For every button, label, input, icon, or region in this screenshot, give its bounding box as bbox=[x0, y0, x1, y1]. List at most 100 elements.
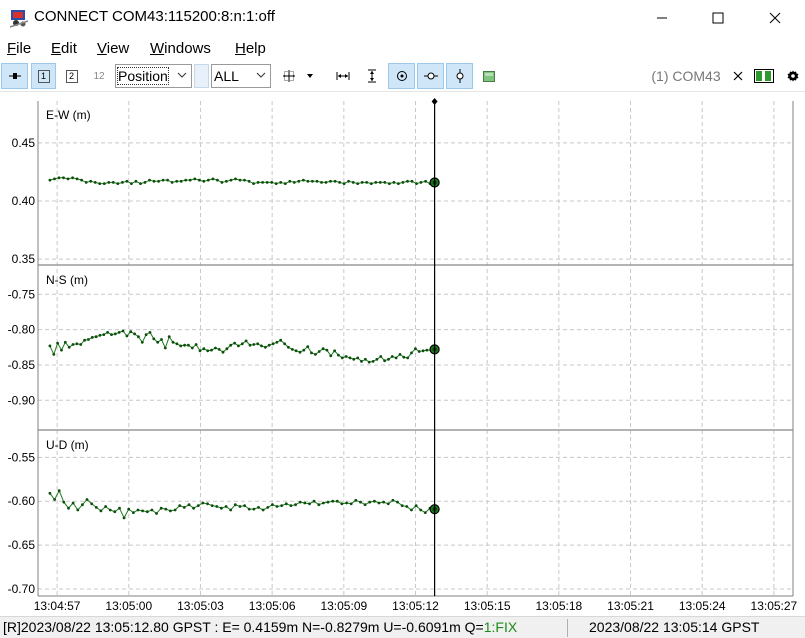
data-point bbox=[337, 353, 340, 357]
fit-horizontal-button[interactable] bbox=[332, 63, 354, 89]
minimize-button[interactable] bbox=[639, 0, 685, 36]
data-point bbox=[148, 178, 151, 182]
data-point bbox=[298, 500, 302, 504]
stream-close-button[interactable] bbox=[729, 63, 747, 89]
data-point bbox=[66, 177, 70, 181]
status-separator bbox=[567, 619, 568, 637]
data-point bbox=[133, 332, 137, 336]
y-tick-label: 0.35 bbox=[12, 252, 36, 266]
data-point bbox=[248, 343, 252, 347]
fit-horizontal-icon bbox=[336, 72, 350, 80]
x-tick-label: 13:05:18 bbox=[535, 599, 582, 613]
data-point bbox=[215, 505, 219, 508]
data-point bbox=[406, 179, 409, 183]
panel-ylabel: N-S (m) bbox=[46, 273, 88, 287]
series-line bbox=[49, 330, 435, 363]
x-tick-label: 13:05:21 bbox=[607, 599, 654, 613]
settings-button[interactable] bbox=[782, 63, 804, 89]
data-point bbox=[57, 489, 61, 493]
data-point bbox=[252, 343, 256, 346]
data-point bbox=[175, 179, 179, 183]
data-point bbox=[311, 179, 314, 183]
data-point bbox=[352, 357, 356, 361]
data-point bbox=[354, 498, 358, 502]
data-point bbox=[340, 356, 344, 360]
data-point bbox=[398, 353, 402, 356]
y-tick-label: -0.70 bbox=[8, 582, 36, 596]
data-point bbox=[80, 178, 83, 182]
show-map-button[interactable] bbox=[478, 63, 500, 89]
status-toggle-button[interactable] bbox=[752, 63, 776, 89]
menu-windows-accel: W bbox=[150, 40, 165, 57]
data-point bbox=[98, 182, 102, 185]
data-point bbox=[107, 181, 111, 184]
satellite-toggle[interactable] bbox=[194, 64, 209, 88]
data-point bbox=[261, 181, 264, 184]
data-point bbox=[137, 335, 140, 339]
horizontal-marker-icon bbox=[423, 72, 438, 80]
plot1-button[interactable]: 1 bbox=[31, 63, 56, 89]
data-point bbox=[402, 355, 406, 359]
origin-dropdown-button[interactable] bbox=[303, 63, 317, 89]
data-point bbox=[139, 182, 142, 185]
data-point bbox=[152, 337, 156, 341]
data-point bbox=[359, 500, 362, 504]
data-point bbox=[169, 509, 172, 513]
x-tick-label: 13:05:12 bbox=[392, 599, 439, 613]
data-point bbox=[240, 342, 244, 346]
data-point bbox=[116, 182, 120, 185]
plot-type-select[interactable]: Position bbox=[115, 64, 192, 88]
menu-help[interactable]: Help bbox=[235, 40, 266, 57]
menu-file[interactable]: File bbox=[7, 40, 31, 57]
data-point bbox=[67, 345, 71, 349]
data-point bbox=[257, 506, 260, 509]
data-point bbox=[368, 500, 372, 504]
show-horizontal-button[interactable] bbox=[417, 63, 444, 89]
center-origin-button[interactable] bbox=[388, 63, 415, 89]
chevron-down-icon bbox=[256, 72, 266, 78]
data-point bbox=[271, 503, 274, 507]
time-cursor-handle bbox=[431, 98, 438, 105]
menu-file-label: ile bbox=[16, 40, 32, 57]
data-point bbox=[297, 179, 301, 183]
plot2-button[interactable]: 2 bbox=[59, 63, 84, 89]
data-point bbox=[378, 181, 382, 184]
data-point bbox=[260, 344, 263, 348]
data-point bbox=[312, 499, 316, 503]
y-tick-label: -0.55 bbox=[8, 450, 36, 464]
data-point bbox=[317, 503, 321, 507]
data-point bbox=[190, 346, 194, 350]
position-plot[interactable]: 0.45 0.40 0.35 E-W (m) -0.75 -0.80 -0.85 -0.90 N… bbox=[0, 92, 805, 616]
data-point bbox=[375, 357, 379, 361]
satellite-filter-select[interactable]: ALL bbox=[211, 64, 271, 88]
x-tick-label: 13:05:00 bbox=[105, 599, 152, 613]
data-point bbox=[383, 359, 386, 363]
data-point bbox=[243, 504, 247, 507]
vertical-marker-icon bbox=[456, 69, 463, 83]
data-point bbox=[406, 356, 410, 360]
data-point bbox=[369, 182, 373, 185]
data-point bbox=[159, 506, 163, 510]
show-vertical-button[interactable] bbox=[446, 63, 473, 89]
close-button[interactable] bbox=[752, 0, 798, 36]
menu-edit[interactable]: Edit bbox=[51, 40, 77, 57]
menu-view[interactable]: View bbox=[97, 40, 129, 57]
status-solution-text: [R]2023/08/22 13:05:12.80 GPST : E= 0.41… bbox=[3, 619, 484, 635]
origin-button[interactable] bbox=[278, 63, 300, 89]
minimize-icon bbox=[657, 17, 667, 19]
data-point bbox=[397, 182, 400, 185]
connect-button[interactable] bbox=[1, 63, 28, 89]
data-point bbox=[145, 510, 149, 514]
maximize-button[interactable] bbox=[695, 0, 741, 36]
data-point bbox=[374, 181, 378, 184]
data-point bbox=[94, 335, 98, 339]
menu-windows[interactable]: Windows bbox=[150, 40, 211, 57]
data-point bbox=[144, 333, 148, 336]
plot12-button[interactable]: 12 bbox=[93, 70, 105, 82]
data-point bbox=[136, 508, 140, 512]
fit-vertical-button[interactable] bbox=[361, 63, 383, 89]
crosshair-square-icon bbox=[283, 70, 295, 82]
menu-view-accel: V bbox=[97, 40, 107, 57]
data-point bbox=[303, 501, 307, 505]
x-tick-label: 13:05:06 bbox=[249, 599, 296, 613]
